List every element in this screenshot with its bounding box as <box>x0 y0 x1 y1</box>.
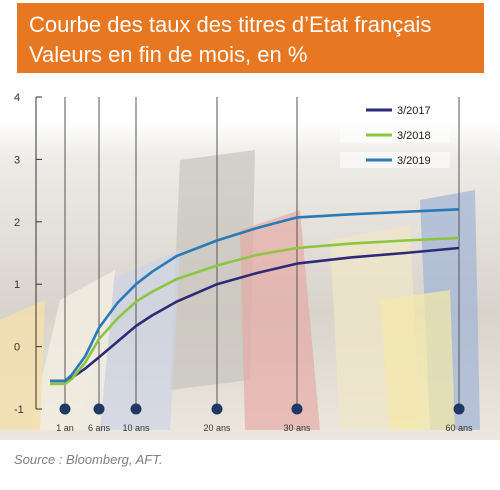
chart-title: Courbe des taux des titres d’Etat frança… <box>29 12 432 37</box>
x-tick-label: 30 ans <box>283 423 311 433</box>
source-note: Source : Bloomberg, AFT. <box>14 452 163 467</box>
x-marker-dot <box>93 403 105 415</box>
x-marker-dot <box>130 403 142 415</box>
x-tick-label: 10 ans <box>122 423 150 433</box>
x-marker-dot <box>211 403 223 415</box>
legend-bg <box>340 102 450 118</box>
x-tick-label: 6 ans <box>88 423 111 433</box>
x-tick-label: 1 an <box>56 423 74 433</box>
x-marker-dot <box>453 403 465 415</box>
legend-label: 3/2018 <box>397 130 431 142</box>
y-tick-label: 1 <box>14 279 20 291</box>
legend-label: 3/2019 <box>397 155 431 167</box>
y-tick-label: 2 <box>14 217 20 229</box>
series-line-3-2018 <box>50 236 460 386</box>
series-line-3-2019 <box>50 208 460 383</box>
y-tick-label: 3 <box>14 154 20 166</box>
x-marker-dot <box>291 403 303 415</box>
y-tick-label: 4 <box>14 92 20 104</box>
chart-axes: -1 0 1 2 3 4 <box>14 92 460 416</box>
y-tick-label: 0 <box>14 342 20 354</box>
x-marker-dot <box>59 403 71 415</box>
chart-subtitle: Valeurs en fin de mois, en % <box>29 42 308 67</box>
yield-curve-chart: -1 0 1 2 3 4 1 an 6 ans 10 ans 20 ans 30 ans 60 an… <box>0 92 500 440</box>
y-tick-label: -1 <box>14 404 24 416</box>
legend-bg <box>340 127 450 143</box>
series-group <box>50 208 460 386</box>
x-markers: 1 an 6 ans 10 ans 20 ans 30 ans 60 ans <box>56 403 473 433</box>
legend-label: 3/2017 <box>397 105 431 117</box>
background-photo <box>0 120 500 440</box>
legend-bg <box>340 152 450 168</box>
legend: 3/2017 3/2018 3/2019 <box>340 102 450 168</box>
x-tick-label: 60 ans <box>445 423 473 433</box>
x-tick-label: 20 ans <box>203 423 231 433</box>
chart-header: Courbe des taux des titres d’Etat frança… <box>17 3 484 73</box>
